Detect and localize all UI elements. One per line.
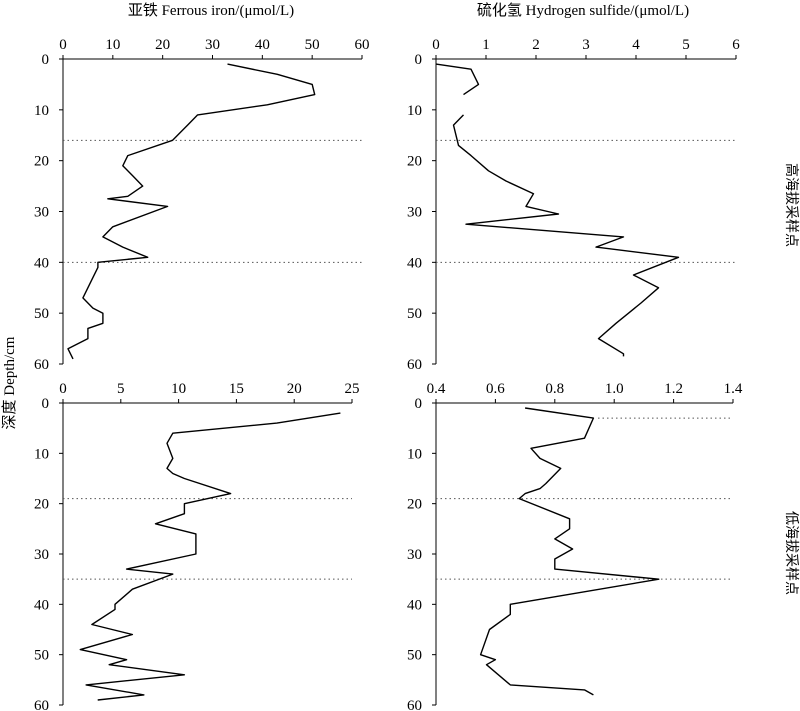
- y-tick-label: 0: [42, 52, 50, 68]
- y-tick-label: 30: [407, 547, 422, 563]
- row-label-high-altitude: 高海拔采样点: [783, 163, 800, 247]
- y-tick-label: 50: [34, 648, 49, 664]
- y-tick-label: 60: [407, 357, 422, 373]
- x-tick-label: 40: [255, 37, 270, 53]
- y-tick-label: 0: [415, 396, 423, 412]
- x-tick-label: 5: [682, 37, 690, 53]
- y-tick-label: 20: [407, 497, 422, 513]
- y-tick-label: 30: [407, 205, 422, 221]
- x-tick-label: 0.8: [545, 381, 564, 397]
- y-tick-label: 0: [42, 396, 50, 412]
- x-tick-label: 50: [305, 37, 320, 53]
- x-tick-label: 10: [171, 381, 186, 397]
- y-tick-label: 60: [34, 698, 49, 711]
- x-tick-label: 20: [155, 37, 170, 53]
- y-tick-label: 20: [407, 154, 422, 170]
- x-tick-label: 20: [287, 381, 302, 397]
- y-tick-label: 10: [407, 103, 422, 119]
- profile-line: [452, 114, 680, 357]
- x-tick-label: 0.6: [486, 381, 505, 397]
- panel-ferrous-iron-low: 0 5 10 15 20 25 0 10 20 30 40 50 60: [34, 381, 360, 711]
- y-tick-label: 10: [34, 103, 49, 119]
- x-tick-label: 30: [205, 37, 220, 53]
- panel-ferrous-iron-high: 0 10 20 30 40 50 60 0 10 20 30 40 50 60: [34, 37, 370, 373]
- x-tick-label: 1.0: [605, 381, 624, 397]
- y-tick-label: 40: [407, 255, 422, 271]
- y-tick-label: 30: [34, 547, 49, 563]
- row-label-low-altitude: 低海拔采样点: [783, 511, 799, 595]
- y-tick-label: 20: [34, 497, 49, 513]
- x-tick-label: 0.4: [427, 381, 446, 397]
- profile-line: [79, 412, 341, 701]
- y-tick-label: 60: [407, 698, 422, 711]
- y-tick-label: 60: [34, 357, 49, 373]
- y-tick-label: 40: [407, 597, 422, 613]
- title-hydrogen-sulfide: 硫化氢 Hydrogen sulfide/(μmol/L): [477, 2, 689, 19]
- x-tick-label: 1.2: [664, 381, 683, 397]
- x-tick-label: 25: [345, 381, 360, 397]
- x-tick-label: 10: [105, 37, 120, 53]
- profile-line: [435, 63, 480, 96]
- y-tick-label: 10: [34, 446, 49, 462]
- x-tick-label: 15: [229, 381, 244, 397]
- title-ferrous-iron: 亚铁 Ferrous iron/(μmol/L): [128, 2, 294, 19]
- x-tick-label: 0: [432, 37, 440, 53]
- y-tick-label: 50: [407, 648, 422, 664]
- profile-line: [67, 63, 316, 360]
- x-tick-label: 5: [117, 381, 125, 397]
- x-tick-label: 1: [482, 37, 490, 53]
- x-tick-label: 6: [732, 37, 740, 53]
- y-tick-label: 40: [34, 597, 49, 613]
- y-axis-label: 深度 Depth/cm: [1, 336, 18, 429]
- x-tick-label: 1.4: [724, 381, 743, 397]
- x-tick-label: 3: [582, 37, 590, 53]
- profile-line: [479, 407, 660, 696]
- x-tick-label: 0: [59, 381, 67, 397]
- y-tick-label: 50: [407, 306, 422, 322]
- panel-hydrogen-sulfide-low: 0.4 0.6 0.8 1.0 1.2 1.4 0 10 20 30 40 50 60: [407, 381, 743, 711]
- y-tick-label: 20: [34, 154, 49, 170]
- y-tick-label: 0: [415, 52, 423, 68]
- y-tick-label: 40: [34, 255, 49, 271]
- x-tick-label: 60: [355, 37, 370, 53]
- y-tick-label: 10: [407, 446, 422, 462]
- y-tick-label: 50: [34, 306, 49, 322]
- x-tick-label: 2: [532, 37, 540, 53]
- x-tick-label: 0: [59, 37, 67, 53]
- y-tick-label: 30: [34, 205, 49, 221]
- x-tick-label: 4: [632, 37, 640, 53]
